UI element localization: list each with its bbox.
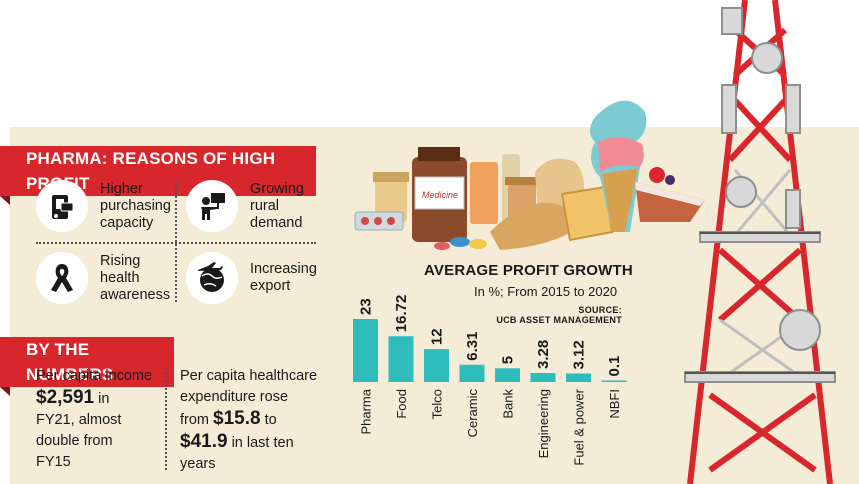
chart-subtitle: In %; From 2015 to 2020 bbox=[474, 284, 618, 299]
health-value-start: $15.8 bbox=[213, 408, 261, 429]
value-label: 23 bbox=[358, 298, 375, 315]
value-label: 3.28 bbox=[535, 340, 552, 369]
reason-line: purchasing bbox=[100, 197, 171, 214]
income-line: double from bbox=[36, 433, 113, 449]
reason-health-awareness: Rising health awareness bbox=[36, 252, 170, 304]
income-stat: Per capita income $2,591 in FY21, almost… bbox=[36, 366, 156, 473]
category-label: NBFI bbox=[607, 389, 622, 419]
value-label: 16.72 bbox=[393, 295, 410, 333]
health-to: to bbox=[264, 412, 277, 428]
bar-ceramic bbox=[459, 364, 485, 382]
category-label: Bank bbox=[501, 389, 516, 419]
healthcare-stat: Per capita healthcare expenditure rose f… bbox=[180, 366, 340, 475]
reason-line: demand bbox=[250, 214, 303, 231]
value-label: 12 bbox=[429, 328, 446, 345]
globe-plane-icon bbox=[186, 252, 238, 304]
reasons-divider-vertical bbox=[175, 180, 177, 302]
reason-line: awareness bbox=[100, 286, 171, 303]
value-label: 0.1 bbox=[606, 356, 623, 377]
health-value-end: $41.9 bbox=[180, 431, 228, 452]
category-label: Telco bbox=[430, 389, 445, 419]
reason-line: Rising bbox=[100, 252, 141, 269]
health-line: $41.9 in last ten bbox=[180, 431, 340, 454]
numbers-divider bbox=[165, 368, 167, 470]
bar-bank bbox=[495, 368, 520, 382]
chart-title: AVERAGE PROFIT GROWTH bbox=[424, 262, 633, 279]
income-in: in bbox=[98, 391, 110, 407]
value-label: 6.31 bbox=[464, 332, 481, 361]
bar-fuel-power bbox=[566, 373, 591, 382]
svg-text:Medicine: Medicine bbox=[422, 190, 458, 200]
category-label: Food bbox=[394, 389, 409, 419]
ribbon-icon bbox=[36, 252, 88, 304]
health-tail: in last ten bbox=[231, 435, 294, 451]
reasons-divider-horizontal bbox=[36, 242, 316, 244]
reason-line: Growing bbox=[250, 180, 304, 197]
telecom-tower-illustration bbox=[684, 0, 836, 484]
value-label: 5 bbox=[500, 356, 517, 364]
income-line: FY21, almost bbox=[36, 412, 122, 428]
income-value: $2,591 bbox=[36, 387, 95, 408]
reason-line: Increasing bbox=[250, 261, 317, 277]
income-line: FY15 bbox=[36, 454, 71, 470]
reason-line: rural bbox=[250, 197, 280, 214]
person-sign-icon bbox=[186, 180, 238, 232]
bar-pharma bbox=[353, 319, 378, 382]
reason-line: capacity bbox=[100, 214, 154, 231]
reason-line: export bbox=[250, 278, 291, 294]
income-line: Per capita income bbox=[36, 368, 153, 384]
pharma-food-illustration: Medicine bbox=[354, 100, 705, 250]
reason-line: health bbox=[100, 269, 140, 286]
numbers-title: BY THE NUMBERS bbox=[26, 340, 114, 384]
bar-telco bbox=[424, 349, 449, 382]
health-from: from bbox=[180, 412, 209, 428]
health-line: Per capita healthcare bbox=[180, 368, 318, 384]
health-line: from $15.8 to bbox=[180, 408, 340, 431]
category-label: Engineering bbox=[536, 389, 551, 458]
value-label: 3.12 bbox=[571, 340, 588, 369]
ribbon-fold bbox=[0, 196, 10, 205]
bar-nbfi bbox=[601, 380, 627, 382]
category-label: Fuel & power bbox=[572, 388, 587, 465]
numbers-heading: BY THE NUMBERS bbox=[0, 337, 174, 396]
bar-food bbox=[388, 336, 414, 382]
profit-growth-bar-chart: 23 Pharma 16.72 Food 12 Telco 6.31 Ceramic 5 Bank… bbox=[353, 295, 627, 466]
health-line: years bbox=[180, 456, 216, 472]
income-line: $2,591 in bbox=[36, 387, 156, 410]
bar-engineering bbox=[530, 373, 556, 382]
source-label: SOURCE: bbox=[578, 305, 622, 315]
reason-line: Higher bbox=[100, 180, 143, 197]
card-phone-icon bbox=[36, 180, 88, 232]
reason-rural-demand: Growing rural demand bbox=[186, 180, 304, 232]
reason-purchasing-capacity: Higher purchasing capacity bbox=[36, 180, 171, 232]
chart-source: SOURCE: UCB ASSET MANAGEMENT bbox=[474, 305, 622, 325]
ribbon-fold bbox=[0, 387, 10, 396]
category-label: Pharma bbox=[359, 388, 374, 434]
category-label: Ceramic bbox=[465, 389, 480, 438]
health-line: expenditure rose bbox=[180, 389, 289, 405]
source-name: UCB ASSET MANAGEMENT bbox=[496, 315, 622, 325]
reason-export: Increasing export bbox=[186, 252, 317, 304]
